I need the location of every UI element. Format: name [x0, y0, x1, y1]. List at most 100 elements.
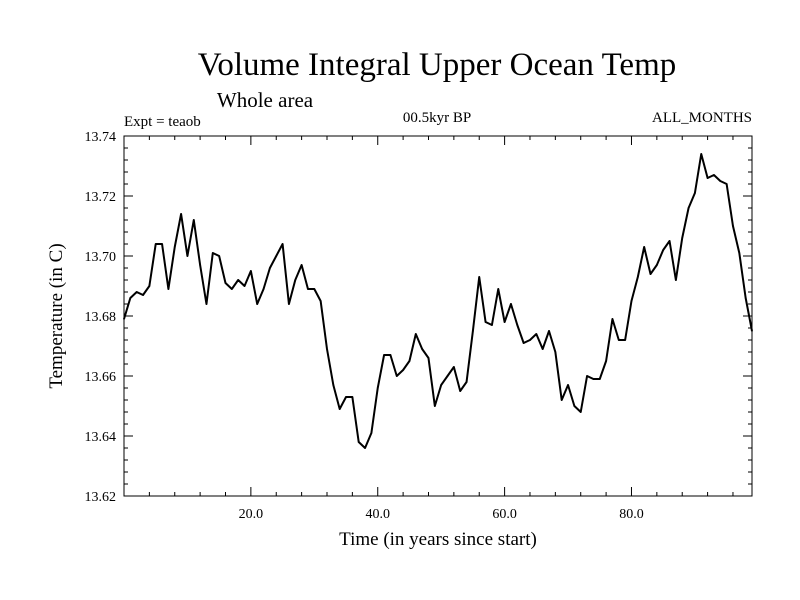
- y-tick-label: 13.62: [85, 490, 117, 505]
- x-tick-label: 40.0: [365, 507, 390, 522]
- data-point: [510, 303, 512, 305]
- data-point: [395, 375, 398, 377]
- data-point: [161, 243, 163, 245]
- data-point: [269, 267, 271, 269]
- data-point: [231, 288, 233, 290]
- data-point: [465, 381, 468, 383]
- data-point: [173, 246, 176, 248]
- data-point: [548, 330, 550, 332]
- y-tick-label: 13.72: [85, 190, 117, 205]
- data-point: [611, 318, 614, 320]
- y-tick-label: 13.70: [85, 250, 117, 265]
- data-point: [700, 153, 703, 155]
- data-point: [453, 366, 455, 368]
- data-point: [243, 285, 246, 287]
- data-point: [694, 192, 696, 194]
- data-point: [288, 303, 290, 305]
- series-line: [123, 153, 753, 449]
- data-point: [573, 405, 576, 407]
- data-point: [275, 255, 278, 257]
- data-point: [142, 294, 144, 296]
- data-point: [713, 174, 715, 176]
- data-point: [389, 354, 392, 356]
- data-point: [719, 180, 722, 182]
- data-point: [484, 321, 487, 323]
- data-point: [427, 357, 430, 359]
- data-point: [154, 243, 157, 245]
- data-point: [687, 207, 690, 209]
- data-point: [135, 291, 138, 293]
- data-point: [706, 177, 709, 179]
- experiment-label: Expt = teaob: [124, 114, 201, 130]
- x-tick-label: 80.0: [619, 507, 644, 522]
- data-point: [237, 279, 239, 281]
- data-point: [675, 279, 677, 281]
- data-point: [408, 360, 411, 362]
- data-point: [586, 375, 588, 377]
- data-point: [224, 282, 227, 284]
- data-point: [129, 297, 132, 299]
- data-point: [522, 342, 525, 344]
- data-point: [567, 384, 569, 386]
- data-point: [478, 276, 481, 278]
- data-point: [637, 276, 639, 278]
- data-point: [605, 360, 607, 362]
- data-point: [414, 333, 417, 335]
- data-point: [440, 384, 442, 386]
- data-point: [617, 339, 620, 341]
- data-point: [649, 273, 652, 275]
- data-point: [472, 330, 474, 332]
- data-point: [725, 183, 728, 185]
- data-point: [446, 375, 449, 377]
- data-point: [300, 264, 303, 266]
- data-point: [281, 243, 284, 245]
- data-point: [250, 270, 252, 272]
- data-point: [199, 264, 201, 266]
- data-point: [738, 252, 741, 254]
- data-point: [744, 297, 747, 299]
- data-point: [212, 252, 214, 254]
- data-point: [313, 288, 316, 290]
- chart-subtitle: Whole area: [217, 88, 314, 112]
- data-point: [459, 390, 462, 392]
- months-label: ALL_MONTHS: [652, 110, 752, 126]
- data-point: [497, 288, 500, 290]
- data-point: [535, 333, 538, 335]
- data-point: [338, 408, 341, 410]
- x-tick-label: 60.0: [492, 507, 517, 522]
- data-point: [421, 348, 423, 350]
- data-point: [434, 405, 436, 407]
- data-point: [732, 225, 734, 227]
- data-point: [402, 369, 404, 371]
- data-point: [579, 411, 582, 413]
- data-point: [491, 324, 493, 326]
- x-axis-label: Time (in years since start): [339, 529, 537, 550]
- data-point: [376, 387, 379, 389]
- plot-frame: [123, 135, 753, 497]
- data-point: [541, 348, 544, 350]
- data-point: [529, 339, 531, 341]
- data-point: [180, 213, 182, 215]
- data-point: [751, 330, 753, 332]
- data-point: [192, 219, 195, 221]
- data-point: [503, 321, 506, 323]
- data-point: [370, 432, 373, 434]
- data-point: [624, 339, 626, 341]
- data-point: [123, 318, 125, 320]
- data-point: [262, 288, 265, 290]
- data-point: [364, 447, 366, 449]
- x-tick-label: 20.0: [239, 507, 264, 522]
- y-axis-label: Temperature (in C): [46, 243, 67, 388]
- data-point: [345, 396, 347, 398]
- data-point: [383, 354, 385, 356]
- data-point: [218, 255, 220, 257]
- data-point: [681, 237, 684, 239]
- data-point: [256, 303, 259, 305]
- data-point: [307, 288, 309, 290]
- chart-title: Volume Integral Upper Ocean Temp: [198, 47, 676, 83]
- data-point: [662, 249, 664, 251]
- data-point: [167, 288, 170, 290]
- data-point: [630, 300, 633, 302]
- data-point: [319, 300, 322, 302]
